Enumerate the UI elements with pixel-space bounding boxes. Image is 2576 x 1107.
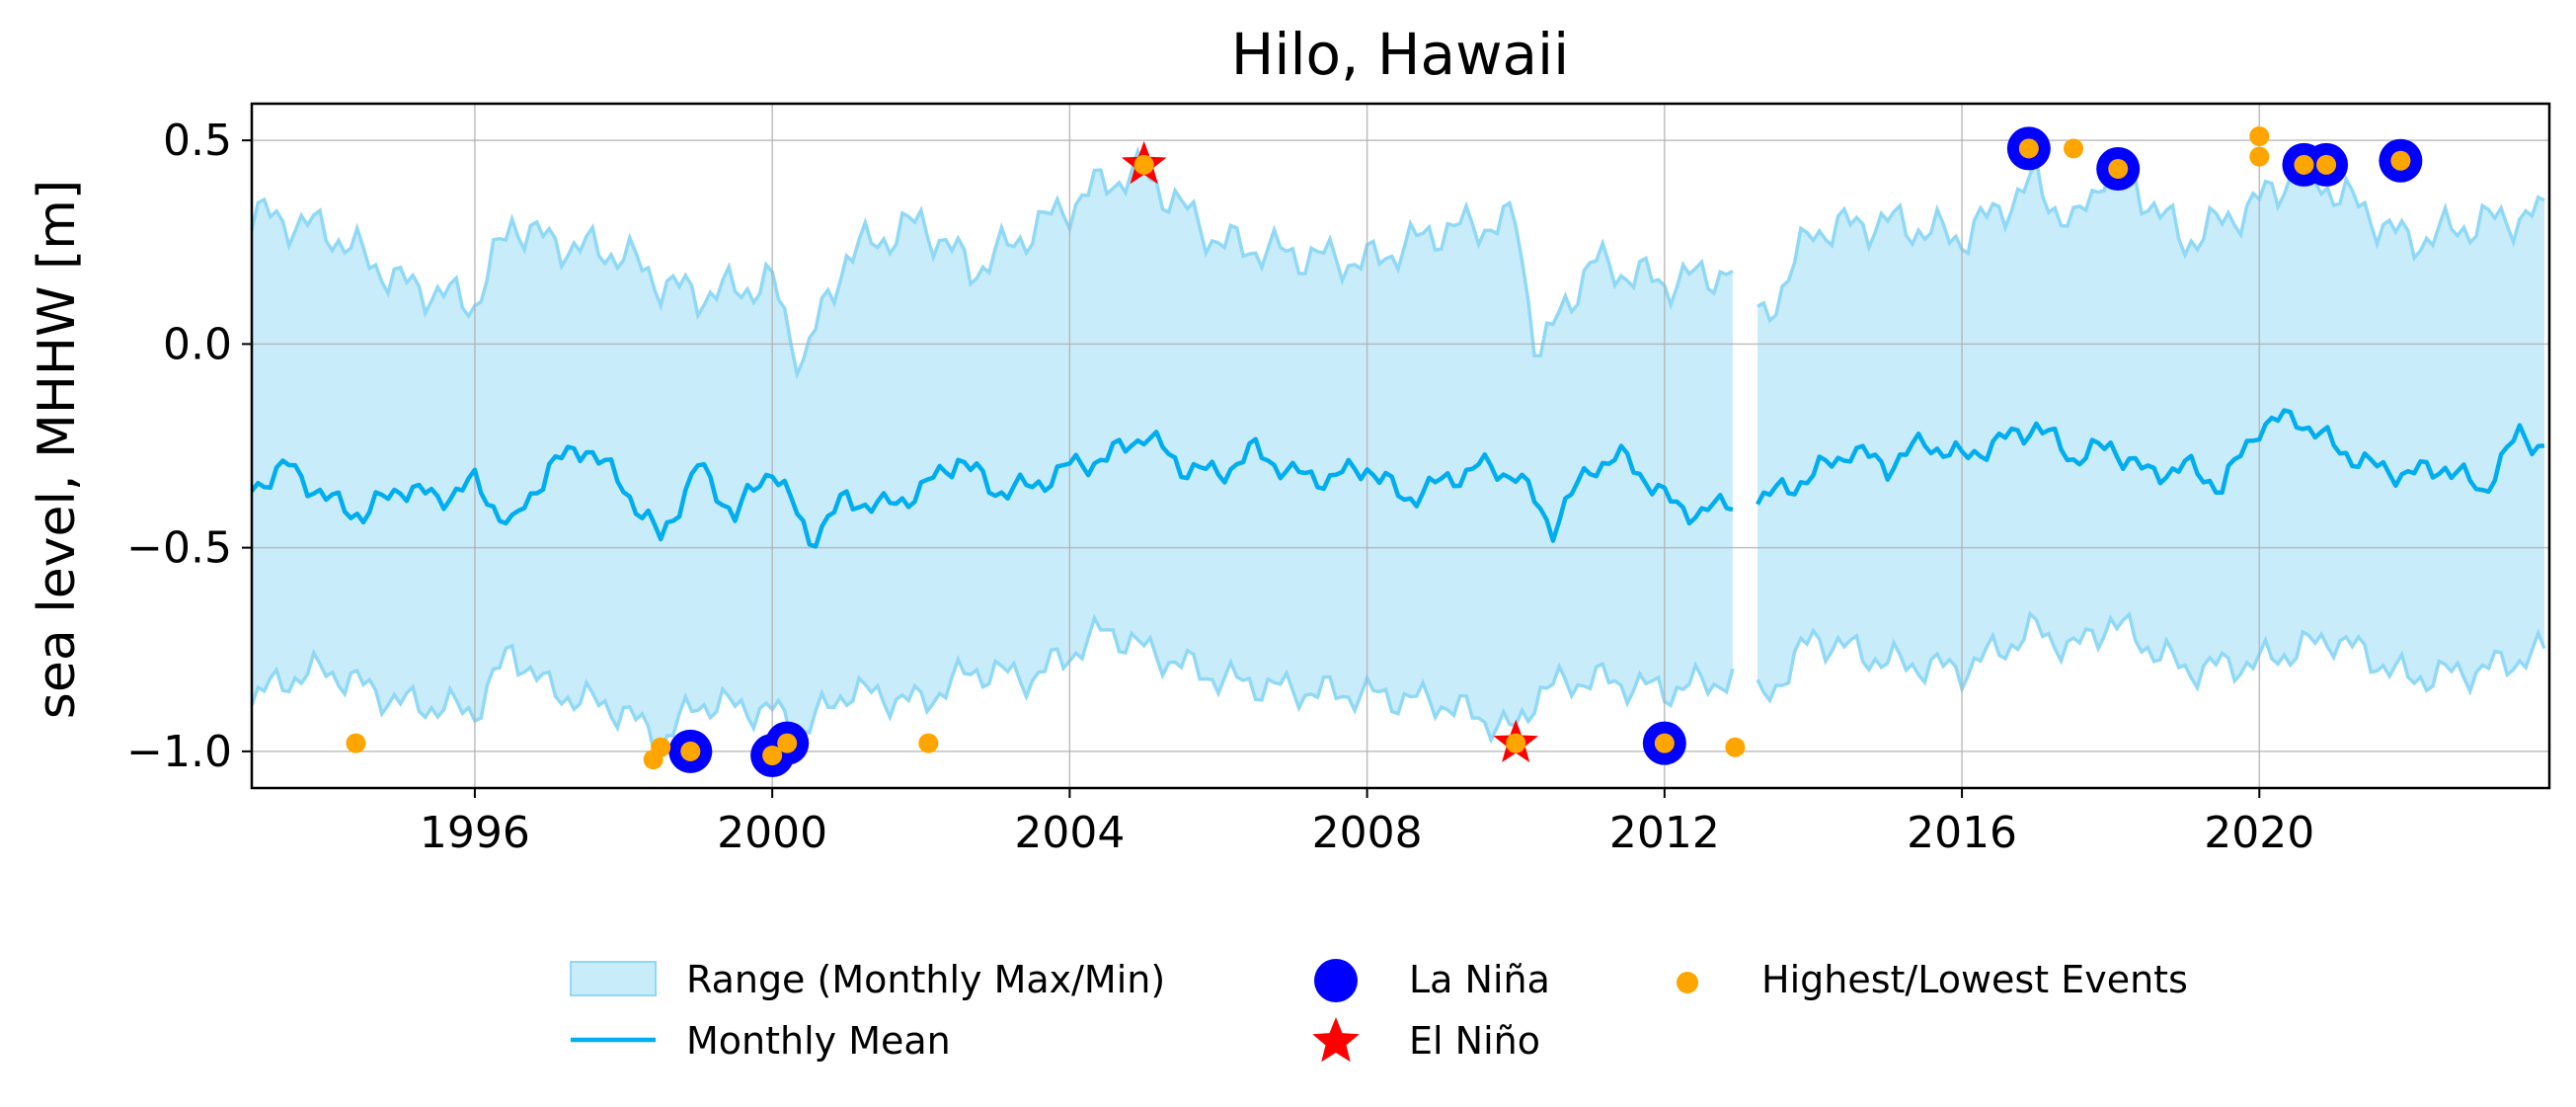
highest-lowest-event-marker	[1654, 733, 1675, 753]
range-min-line-2	[1756, 610, 2546, 704]
x-axis-ticks: 1996 2000 2004 2008 2012 2016 2020	[420, 788, 2314, 858]
highest-lowest-event-marker	[1133, 154, 1154, 175]
highest-lowest-event-marker	[680, 741, 701, 761]
x-tick-label: 2012	[1609, 808, 1720, 858]
highest-lowest-event-marker	[2390, 150, 2411, 171]
legend-events-label: Highest/Lowest Events	[1761, 958, 2188, 1001]
highest-lowest-event-marker	[762, 746, 783, 765]
x-tick-label: 2000	[717, 808, 827, 858]
x-tick-label: 2020	[2204, 808, 2314, 858]
legend-mean-label: Monthly Mean	[686, 1019, 951, 1063]
y-tick-label: 0.0	[163, 319, 232, 369]
highest-lowest-event-marker	[2249, 126, 2270, 146]
y-axis-label: sea level, MHHW [m]	[28, 180, 87, 719]
chart-title: Hilo, Hawaii	[1231, 21, 1570, 88]
marker-layer	[346, 126, 2423, 777]
plot-area	[250, 102, 2551, 790]
range-band-segment-1	[252, 151, 1733, 755]
legend-el-nino-label: El Niño	[1409, 1019, 1540, 1063]
legend-range-swatch	[570, 961, 657, 996]
x-tick-label: 1996	[420, 808, 530, 858]
y-tick-label: 0.5	[163, 116, 232, 166]
highest-lowest-event-marker	[777, 733, 798, 753]
plot-frame	[250, 102, 2551, 790]
x-tick-label: 2016	[1907, 808, 2017, 858]
highest-lowest-event-marker	[651, 737, 671, 757]
range-min-line-1	[250, 613, 1735, 757]
x-tick-label: 2004	[1014, 808, 1125, 858]
grid-layer	[252, 104, 2549, 788]
legend-range-label: Range (Monthly Max/Min)	[686, 958, 1165, 1001]
legend: Range (Monthly Max/Min) Monthly Mean La …	[570, 958, 2188, 1063]
highest-lowest-event-marker	[918, 733, 939, 753]
monthly-mean-line-1	[250, 430, 1734, 549]
monthly-mean-line-2	[1756, 408, 2545, 506]
legend-la-nina-marker	[1314, 959, 1358, 1002]
highest-lowest-event-marker	[2294, 154, 2314, 175]
highest-lowest-event-marker	[2064, 138, 2084, 159]
range-max-line-2	[1756, 147, 2545, 324]
range-band-segment-2	[1757, 149, 2544, 701]
legend-events-marker	[1677, 972, 1698, 993]
highest-lowest-event-marker	[1725, 737, 1746, 757]
y-axis-ticks: 0.5 0.0 −0.5 −1.0	[126, 116, 252, 777]
highest-lowest-event-marker	[2249, 146, 2270, 167]
mean-line-layer	[250, 408, 2545, 549]
highest-lowest-event-marker	[2108, 159, 2129, 179]
y-tick-label: −1.0	[126, 727, 232, 777]
highest-lowest-event-marker	[2018, 138, 2039, 159]
highest-lowest-event-marker	[346, 733, 366, 753]
highest-lowest-event-marker	[1506, 733, 1526, 753]
highest-lowest-event-marker	[2316, 154, 2337, 175]
legend-el-nino-marker	[1312, 1017, 1360, 1063]
range-max-line-1	[250, 145, 1734, 380]
range-band-layer	[250, 145, 2546, 757]
legend-la-nina-label: La Niña	[1409, 958, 1550, 1001]
y-tick-label: −0.5	[126, 523, 232, 574]
x-tick-label: 2008	[1312, 808, 1423, 858]
